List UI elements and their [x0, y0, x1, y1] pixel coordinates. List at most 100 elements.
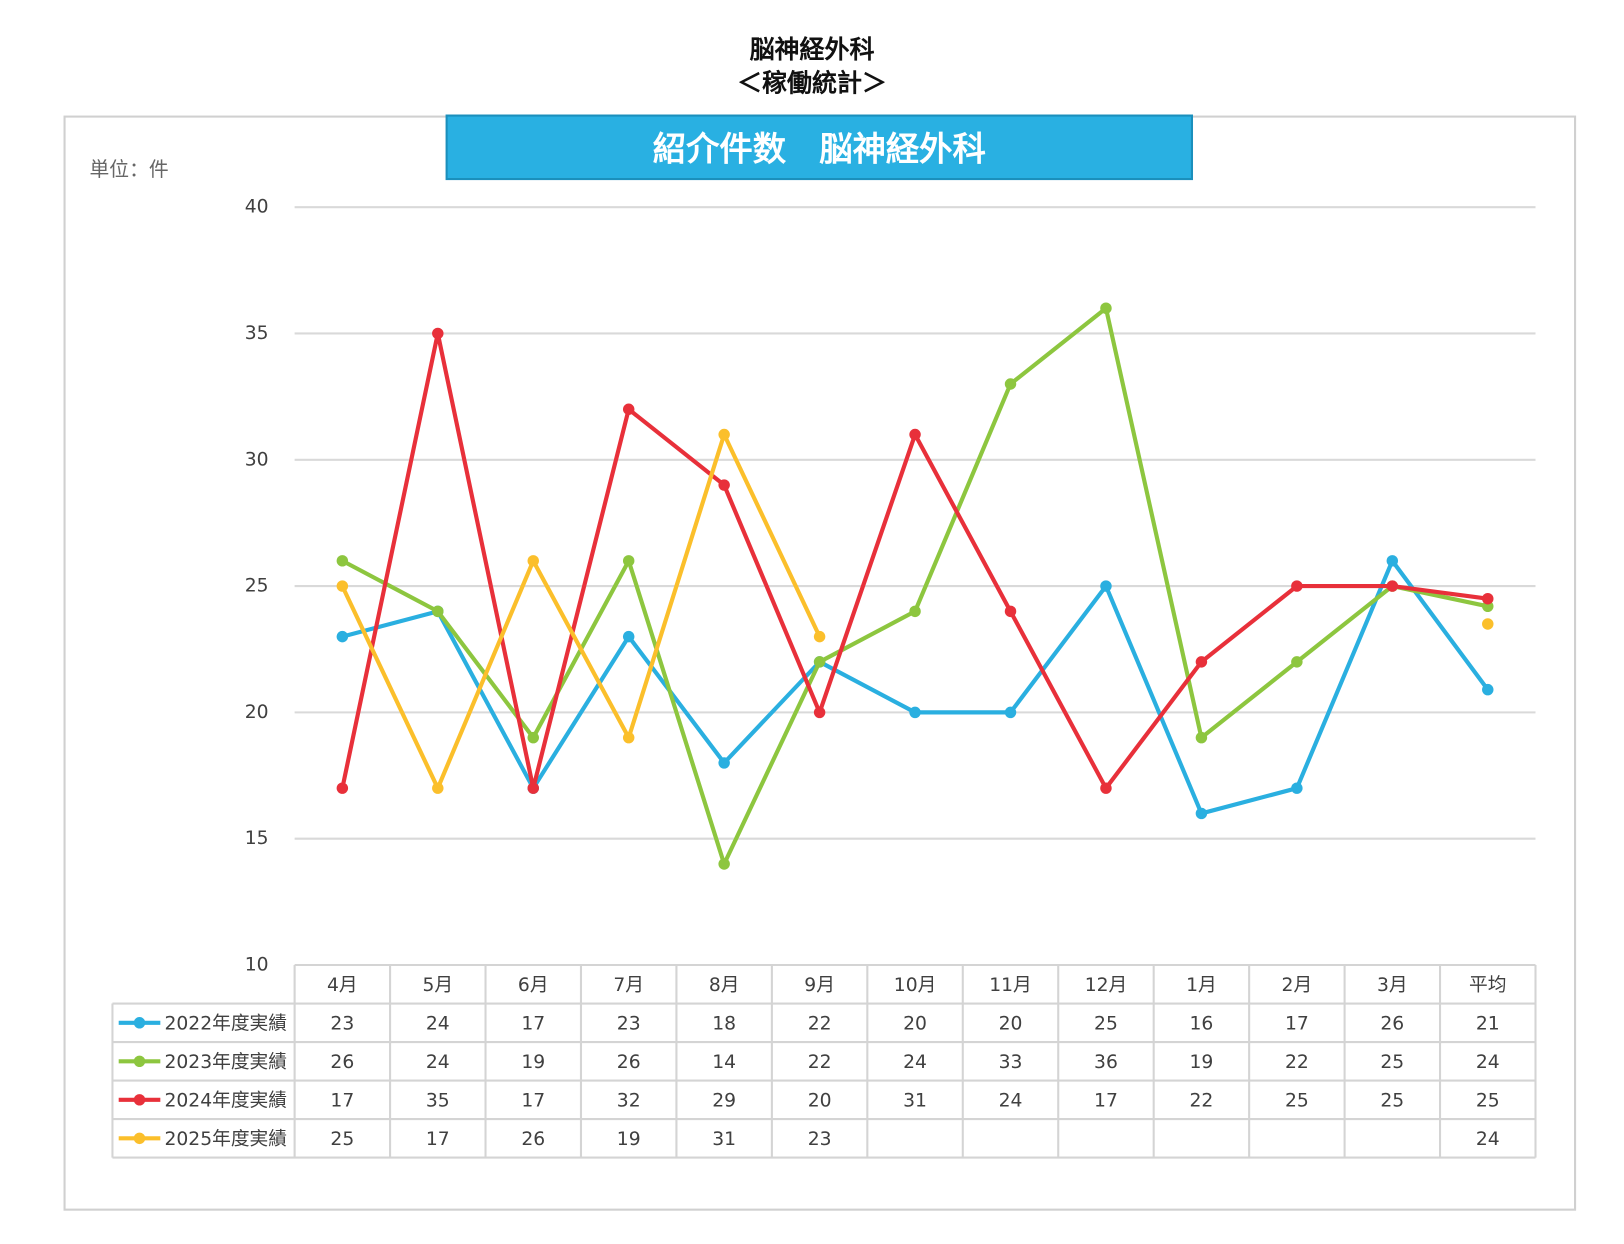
table-value: 25	[1285, 1090, 1309, 1111]
series-marker	[813, 630, 826, 643]
series-marker	[622, 731, 635, 744]
x-tick-label: 7月	[613, 975, 644, 996]
table-value: 17	[426, 1129, 450, 1150]
page-subtitle: ＜稼働統計＞	[737, 68, 887, 97]
table-value: 17	[521, 1013, 545, 1034]
table-value: 18	[712, 1013, 736, 1034]
table-value: 22	[808, 1013, 832, 1034]
table-value: 23	[330, 1013, 354, 1034]
series-marker	[1004, 605, 1017, 618]
table-value: 25	[1476, 1090, 1500, 1111]
series-marker	[1100, 580, 1112, 592]
y-tick-label: 10	[245, 955, 269, 976]
series-marker	[1386, 580, 1399, 592]
x-tick-label: 11月	[989, 975, 1032, 996]
table-value: 26	[1380, 1013, 1404, 1034]
series-marker	[1291, 656, 1303, 668]
table-value: 20	[999, 1013, 1023, 1034]
table-value: 23	[617, 1013, 641, 1034]
series-marker	[1195, 807, 1208, 820]
series-marker	[1004, 378, 1017, 390]
series-marker	[1482, 592, 1494, 605]
series-marker	[527, 731, 539, 744]
series-marker	[336, 630, 349, 643]
series-marker	[909, 605, 921, 618]
x-tick-label: 8月	[709, 975, 740, 996]
table-value: 23	[808, 1129, 832, 1150]
series-marker	[432, 327, 444, 340]
series-marker	[1004, 706, 1017, 719]
series-line	[340, 432, 822, 791]
legend-label: 2025年度実績	[164, 1129, 287, 1150]
table-value: 33	[999, 1052, 1023, 1073]
series-marker	[527, 555, 539, 567]
table-value: 24	[426, 1052, 450, 1073]
series-marker	[1195, 731, 1208, 744]
title-box	[445, 114, 1194, 181]
table-value: 21	[1476, 1013, 1500, 1034]
table-value: 25	[330, 1129, 354, 1150]
table-value: 19	[521, 1052, 545, 1073]
x-tick-label: 12月	[1085, 975, 1128, 996]
table-value: 14	[712, 1052, 736, 1073]
x-tick-label: 6月	[518, 975, 549, 996]
series-line	[340, 331, 1489, 791]
y-tick-label: 15	[245, 828, 269, 849]
legend-label: 2023年度実績	[164, 1052, 287, 1073]
table-value: 20	[903, 1013, 927, 1034]
series-marker	[336, 580, 349, 592]
table-value: 17	[1094, 1090, 1118, 1111]
series-marker	[718, 858, 730, 870]
table-value: 31	[712, 1129, 736, 1150]
table-value: 36	[1094, 1052, 1118, 1073]
table-value: 32	[617, 1090, 641, 1111]
series-marker	[336, 782, 349, 794]
y-tick-label: 20	[245, 702, 269, 723]
table-value: 26	[330, 1052, 354, 1073]
x-tick-label: 5月	[422, 975, 453, 996]
table-value: 35	[426, 1090, 450, 1111]
y-tick-label: 35	[245, 323, 269, 344]
table-value: 24	[1476, 1129, 1500, 1150]
legend-marker	[133, 1055, 146, 1068]
series-marker	[622, 630, 635, 643]
table-value: 22	[808, 1052, 832, 1073]
x-tick-label: 4月	[327, 975, 358, 996]
table-value: 22	[1285, 1052, 1309, 1073]
table-value: 24	[1476, 1052, 1500, 1073]
series-marker	[1291, 580, 1303, 592]
x-tick-label: 1月	[1186, 975, 1217, 996]
table-value: 19	[617, 1129, 641, 1150]
series-marker	[1386, 555, 1399, 567]
table-value: 26	[521, 1129, 545, 1150]
table-value: 24	[903, 1052, 927, 1073]
unit-label: 単位：件	[90, 158, 169, 181]
series-marker	[718, 757, 730, 769]
table-value: 19	[1190, 1052, 1214, 1073]
series-marker	[813, 656, 826, 668]
table-value: 29	[712, 1090, 736, 1111]
table-value: 26	[617, 1052, 641, 1073]
legend-label: 2022年度実績	[164, 1013, 287, 1034]
y-tick-label: 25	[245, 576, 269, 597]
table-value: 31	[903, 1090, 927, 1111]
x-tick-label: 3月	[1377, 975, 1408, 996]
series-marker	[1482, 618, 1494, 630]
series-marker	[1482, 683, 1494, 696]
series-marker	[1291, 782, 1303, 794]
series-marker	[1100, 302, 1112, 314]
series-marker	[1100, 782, 1112, 794]
x-tick-label: 2月	[1282, 975, 1313, 996]
legend-marker	[133, 1017, 146, 1029]
x-tick-label: 10月	[894, 975, 937, 996]
series-marker	[527, 782, 539, 794]
table-value: 25	[1380, 1052, 1404, 1073]
legend-marker	[133, 1094, 146, 1106]
y-tick-label: 40	[245, 197, 269, 218]
table-value: 17	[521, 1090, 545, 1111]
series-marker	[432, 605, 444, 618]
series-marker	[432, 782, 444, 794]
series-marker	[336, 555, 349, 567]
